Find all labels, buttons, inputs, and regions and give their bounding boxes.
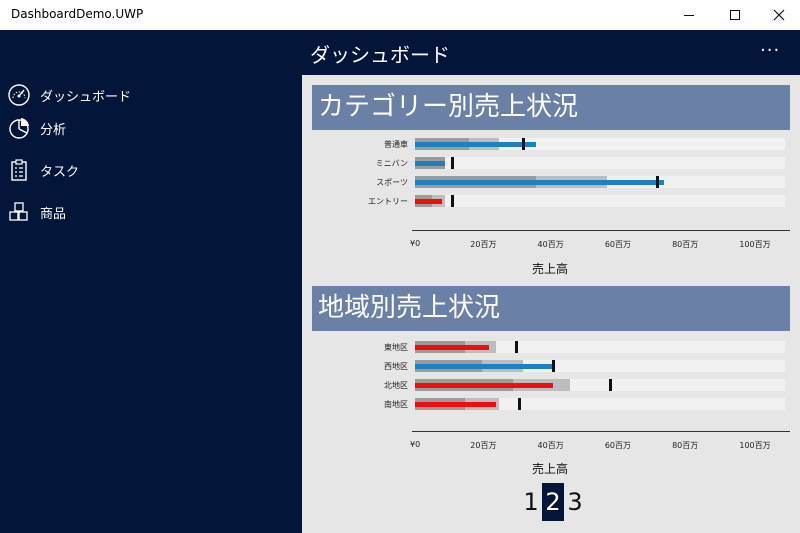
sidebar-item-products[interactable]: 商品 bbox=[0, 192, 302, 232]
window-title: DashboardDemo.UWP bbox=[11, 7, 144, 21]
bullet-track bbox=[415, 398, 785, 410]
sidebar-item-analysis[interactable]: 分析 bbox=[0, 108, 302, 148]
category-label: 東地区 bbox=[384, 343, 408, 352]
x-tick-label: ¥0 bbox=[410, 239, 421, 248]
x-axis-line bbox=[412, 431, 790, 432]
x-axis-line bbox=[412, 230, 790, 231]
pager: 1 2 3 bbox=[520, 483, 586, 521]
category-label: 南地区 bbox=[384, 400, 408, 409]
close-icon bbox=[773, 9, 785, 21]
category-label: ミニバン bbox=[375, 159, 408, 168]
pie-chart-icon bbox=[9, 118, 29, 139]
title-bar: DashboardDemo.UWP bbox=[0, 0, 800, 30]
bullet-target-marker bbox=[521, 138, 525, 150]
maximize-button[interactable] bbox=[712, 0, 758, 30]
bullet-bar bbox=[415, 142, 537, 147]
bullet-target-marker bbox=[451, 157, 454, 169]
category-label: エントリー bbox=[368, 197, 408, 206]
section-header-region: 地域別売上状況 bbox=[312, 286, 790, 331]
page-title: ダッシュボード bbox=[310, 43, 450, 67]
sidebar-item-label: 商品 bbox=[40, 206, 67, 222]
x-tick-label: 80百万 bbox=[672, 441, 699, 450]
bullet-bar bbox=[415, 402, 496, 407]
bullet-target-marker bbox=[451, 195, 454, 207]
sidebar-item-tasks[interactable]: タスク bbox=[0, 150, 302, 190]
category-label: 普通車 bbox=[384, 140, 408, 149]
speedometer-icon bbox=[8, 84, 30, 106]
sidebar-item-label: ダッシュボード bbox=[40, 89, 132, 105]
clipboard-icon bbox=[11, 159, 27, 181]
bullet-track bbox=[415, 138, 785, 150]
bullet-target-marker bbox=[551, 360, 555, 372]
page-1-button[interactable]: 1 bbox=[523, 488, 539, 516]
bullet-bar bbox=[415, 199, 442, 204]
app-bar: ダッシュボード ··· bbox=[0, 30, 800, 75]
x-tick-label: 20百万 bbox=[470, 240, 497, 249]
sidebar: ダッシュボード 分析 タスク 商品 bbox=[0, 75, 302, 533]
category-label: スポーツ bbox=[376, 178, 408, 187]
bullet-track bbox=[415, 157, 785, 169]
x-tick-label: 60百万 bbox=[604, 441, 631, 450]
x-tick-label: 40百万 bbox=[537, 441, 564, 450]
products-icon bbox=[9, 202, 28, 221]
bullet-target-marker bbox=[514, 341, 518, 353]
x-axis-title: 売上高 bbox=[531, 462, 568, 476]
bullet-bar bbox=[415, 161, 446, 166]
sidebar-item-label: タスク bbox=[40, 164, 80, 180]
minimize-button[interactable] bbox=[666, 0, 712, 30]
x-axis-title: 売上高 bbox=[531, 262, 568, 276]
bullet-track bbox=[415, 341, 785, 353]
minimize-icon bbox=[684, 14, 694, 16]
bullet-target-marker bbox=[518, 398, 522, 410]
x-tick-label: 20百万 bbox=[470, 441, 497, 450]
bullet-bar bbox=[415, 180, 664, 185]
bullet-target-marker bbox=[656, 176, 660, 188]
sidebar-item-label: 分析 bbox=[40, 122, 67, 138]
sidebar-item-dashboard[interactable]: ダッシュボード bbox=[0, 75, 302, 115]
section-header-category: カテゴリー別売上状況 bbox=[312, 85, 790, 130]
x-tick-label: 80百万 bbox=[672, 240, 699, 249]
close-button[interactable] bbox=[756, 0, 800, 30]
x-tick-label: ¥0 bbox=[410, 440, 421, 449]
x-tick-label: 100百万 bbox=[739, 441, 771, 450]
category-label: 北地区 bbox=[384, 381, 408, 390]
bullet-bar bbox=[415, 364, 553, 369]
x-tick-label: 40百万 bbox=[537, 240, 564, 249]
x-tick-label: 60百万 bbox=[604, 240, 631, 249]
page-2-button[interactable]: 2 bbox=[542, 483, 564, 521]
maximize-icon bbox=[730, 10, 740, 20]
category-label: 西地区 bbox=[384, 362, 408, 371]
more-options-button[interactable]: ··· bbox=[760, 40, 781, 61]
bullet-bar bbox=[415, 345, 489, 350]
page-3-button[interactable]: 3 bbox=[567, 488, 583, 516]
dashboard-content: カテゴリー別売上状況 普通車ミニバンスポーツエントリー ¥0 20百万 40百万 60百… bbox=[302, 75, 800, 533]
bullet-target-marker bbox=[609, 379, 613, 391]
bullet-track bbox=[415, 195, 785, 207]
x-tick-label: 100百万 bbox=[739, 240, 771, 249]
bullet-bar bbox=[415, 383, 553, 388]
